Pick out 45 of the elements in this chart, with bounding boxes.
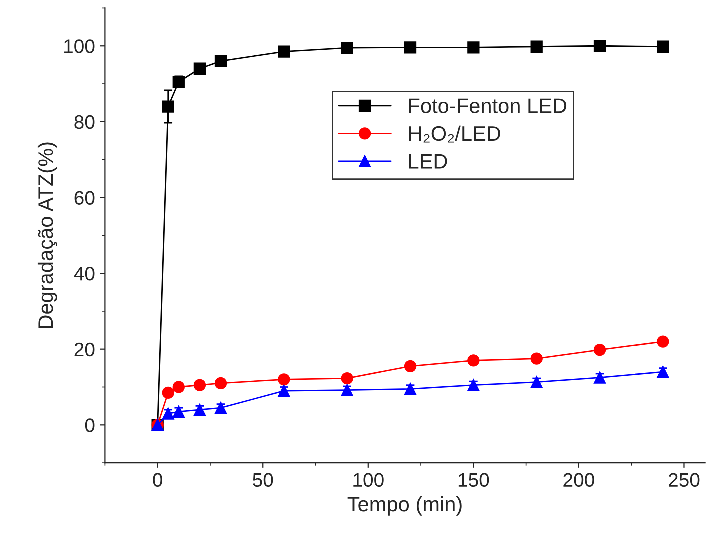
- point: [404, 42, 417, 54]
- y-tick-label: 20: [74, 342, 95, 357]
- point: [341, 42, 354, 54]
- x-tick-label: 150: [458, 473, 490, 488]
- x-tick-label: 0: [153, 473, 162, 488]
- point: [468, 354, 480, 367]
- point: [341, 372, 354, 385]
- legend-label: Foto-Fenton LED: [409, 98, 567, 114]
- point: [214, 377, 228, 390]
- point: [214, 55, 228, 68]
- legend-label: LED: [409, 154, 448, 169]
- point: [278, 374, 290, 386]
- point: [530, 376, 543, 388]
- legend-label: H₂O₂/LED: [409, 126, 500, 143]
- x-tick-label: 250: [668, 473, 700, 488]
- point: [162, 100, 174, 113]
- point: [341, 384, 354, 396]
- y-tick-label: 100: [64, 40, 95, 54]
- point: [594, 372, 606, 384]
- point: [194, 379, 206, 392]
- point: [214, 402, 228, 414]
- y-tick-label: 60: [74, 191, 95, 205]
- point: [594, 40, 606, 52]
- point: [594, 344, 606, 356]
- point: [468, 42, 480, 54]
- point: [657, 366, 670, 378]
- point: [278, 384, 290, 398]
- x-axis-title: Tempo (min): [348, 496, 462, 516]
- point: [278, 46, 290, 58]
- y-tick-label: 0: [85, 418, 95, 432]
- point: [468, 379, 480, 392]
- point: [657, 336, 670, 348]
- point: [194, 62, 206, 75]
- point: [404, 360, 417, 372]
- x-tick-label: 200: [564, 473, 594, 488]
- point: [530, 352, 543, 365]
- y-tick-label: 80: [74, 115, 95, 130]
- point: [194, 404, 206, 416]
- y-axis-title: Degradação ATZ(%): [38, 142, 58, 328]
- x-tick-label: 50: [253, 473, 274, 488]
- point: [657, 40, 670, 53]
- y-tick-label: 40: [74, 267, 95, 281]
- point: [404, 383, 417, 396]
- x-tick-label: 100: [354, 473, 384, 488]
- point: [530, 40, 543, 53]
